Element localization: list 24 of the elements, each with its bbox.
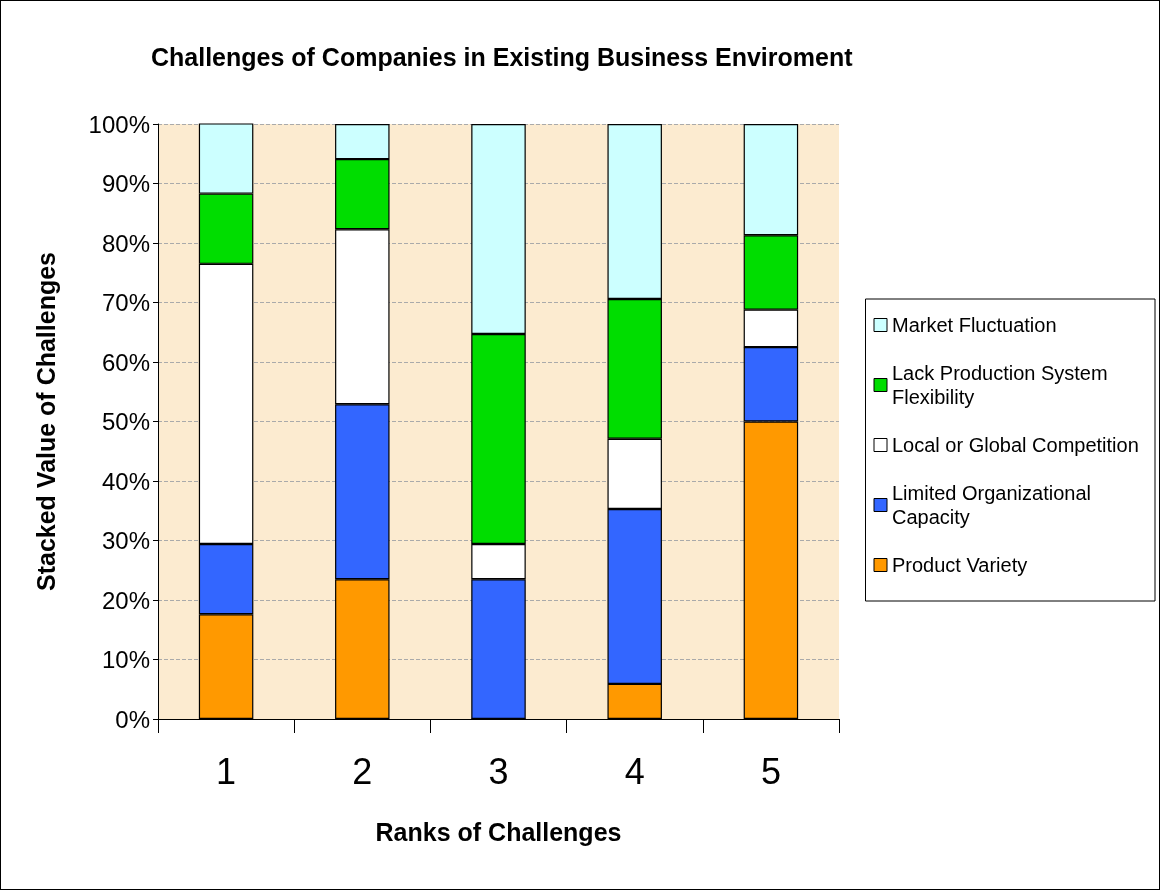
y-tick-label: 60% [101,348,150,376]
x-tick-label: 3 [488,750,509,792]
y-tick-label: 30% [101,527,150,554]
legend-label: Limited Organizational Capacity [892,482,1097,528]
x-tick-label: 4 [624,750,645,792]
y-tick-label: 100% [88,110,150,138]
chart-title: Challenges of Companies in Existing Business Enviroment [151,42,854,71]
y-tick-label: 0% [115,705,150,733]
y-tick-label: 50% [101,408,150,435]
y-tick-label: 80% [101,229,150,257]
y-tick-label: 10% [101,646,150,673]
legend-label: Lack Production System Flexibility [892,362,1114,408]
legend-label: Market Fluctuation [892,314,1057,336]
y-tick-label: 20% [101,586,150,614]
x-axis-title: Ranks of Challenges [375,817,622,846]
x-tick-label: 5 [760,750,781,792]
y-tick-label: 70% [101,289,150,316]
y-tick-label: 90% [101,170,150,197]
x-tick-label: 2 [352,750,373,792]
y-tick-label: 40% [101,467,150,495]
legend-label: Product Variety [892,554,1028,576]
x-tick-label: 1 [216,750,237,792]
legend-label: Local or Global Competition [892,434,1139,456]
y-axis-title: Stacked Value of Challenges [31,251,60,592]
